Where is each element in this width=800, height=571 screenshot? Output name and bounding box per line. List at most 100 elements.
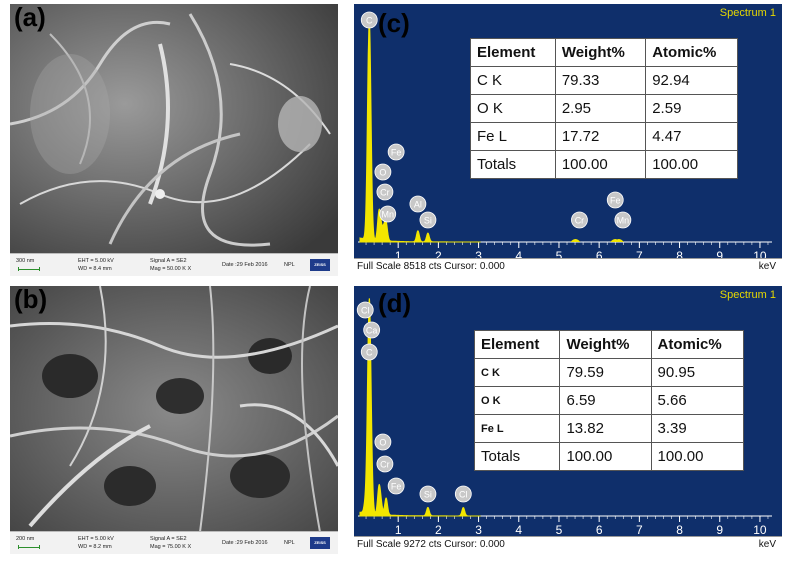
scale-label-b: 200 nm [16, 536, 35, 542]
table-cell: 100.00 [554, 150, 647, 179]
eht-b: EHT = 5.00 kV [78, 536, 114, 542]
peak-label-o: O [374, 163, 392, 181]
x-tick-label: 3 [475, 249, 482, 263]
table-cell: 100.00 [650, 442, 745, 471]
full-scale-readout-c: Full Scale 8518 cts Cursor: 0.000 [357, 261, 505, 272]
x-axis-label-d: keV [758, 539, 776, 550]
x-tick-label: 7 [636, 249, 643, 263]
x-tick-label: 9 [716, 523, 723, 537]
sem-info-bar-b: 200 nm EHT = 5.00 kV WD = 8.2 mm Signal … [10, 531, 338, 554]
svg-text:Cr: Cr [380, 460, 390, 470]
svg-text:O: O [379, 438, 386, 448]
table-row: O K 6.59 5.66 [473, 386, 745, 415]
table-header-row: Element Weight% Atomic% [473, 330, 745, 359]
table-cell: Totals [473, 442, 561, 471]
table-cell: 79.33 [554, 66, 647, 95]
table-header-cell: Atomic% [645, 38, 738, 67]
eds-spectrum-c: 1 2 3 4 5 6 7 8 9 10 C Fe O Cr Mn Al Si Cr Fe Mn Spectrum 1… [354, 4, 782, 276]
spectrum-footer-c: Full Scale 8518 cts Cursor: 0.000 keV [354, 258, 782, 276]
panel-label-d: (d) [378, 288, 412, 318]
peak-label-si: Si [419, 211, 437, 229]
table-cell: 100.00 [559, 442, 652, 471]
sem-micrograph-b [10, 286, 338, 532]
table-cell: 4.47 [645, 122, 738, 151]
svg-text:C: C [366, 16, 373, 26]
table-cell: O K [473, 386, 561, 415]
svg-text:Si: Si [424, 490, 432, 500]
svg-text:Fe: Fe [391, 482, 402, 492]
peak-label-fe: Fe [387, 477, 405, 495]
x-tick-label: 10 [753, 523, 767, 537]
x-tick-label: 5 [556, 523, 563, 537]
svg-text:Al: Al [414, 200, 422, 210]
x-tick-label: 1 [395, 523, 402, 537]
wd-b: WD = 8.2 mm [78, 544, 112, 550]
table-row: C K 79.59 90.95 [473, 358, 745, 387]
table-cell: 100.00 [645, 150, 738, 179]
svg-text:Cr: Cr [380, 188, 390, 198]
table-row: C K 79.33 92.94 [470, 66, 738, 95]
table-cell: C K [470, 66, 556, 95]
mag-a: Mag = 50.00 K X [150, 266, 192, 272]
peak-label-cl: Cl [356, 301, 374, 319]
table-header-cell: Weight% [559, 330, 652, 359]
x-tick-label: 6 [596, 249, 603, 263]
table-cell: 13.82 [559, 414, 652, 443]
table-cell: 5.66 [650, 386, 745, 415]
x-axis-label-c: keV [758, 261, 776, 272]
table-header-cell: Atomic% [650, 330, 745, 359]
table-cell: Fe L [473, 414, 561, 443]
signal-b: Signal A = SE2 [150, 536, 187, 542]
eds-plot-d: 1 2 3 4 5 6 7 8 9 10 Cl Ca C O Cr Fe Si Cl [356, 298, 772, 537]
svg-text:Fe: Fe [610, 196, 621, 206]
x-tick-label: 4 [515, 249, 522, 263]
sem-info-bar-a: 300 nm EHT = 5.00 kV WD = 8.4 mm Signal … [10, 253, 338, 276]
mag-b: Mag = 75.00 K X [150, 544, 192, 550]
table-row: O K 2.95 2.59 [470, 94, 738, 123]
peak-label-o: O [374, 433, 392, 451]
table-cell: 92.94 [645, 66, 738, 95]
table-header-row: Element Weight% Atomic% [470, 38, 738, 67]
date-a: Date :29 Feb 2016 [222, 262, 268, 268]
x-tick-label: 5 [556, 249, 563, 263]
svg-text:Cl: Cl [459, 490, 468, 500]
peak-label-mn: Mn [379, 205, 397, 223]
composition-table-c: Element Weight% Atomic% C K 79.33 92.94 … [470, 38, 738, 179]
peak-label-c: C [360, 343, 378, 361]
svg-text:Si: Si [424, 216, 432, 226]
x-tick-label: 6 [596, 523, 603, 537]
panel-label-c: (c) [378, 8, 410, 38]
table-header-cell: Element [470, 38, 556, 67]
x-tick-label: 3 [475, 523, 482, 537]
panel-label-b: (b) [14, 284, 48, 314]
svg-text:O: O [379, 168, 386, 178]
x-tick-label: 8 [676, 523, 683, 537]
table-cell: 3.39 [650, 414, 745, 443]
scale-label-a: 300 nm [16, 258, 35, 264]
table-row: Fe L 17.72 4.47 [470, 122, 738, 151]
x-tick-label: 2 [435, 523, 442, 537]
x-tick-label: 2 [435, 249, 442, 263]
panel-label-a: (a) [14, 2, 46, 32]
sem-image-a: 300 nm EHT = 5.00 kV WD = 8.4 mm Signal … [10, 4, 338, 276]
peak-label-si: Si [419, 485, 437, 503]
spectrum-footer-d: Full Scale 9272 cts Cursor: 0.000 keV [354, 536, 782, 554]
table-row: Fe L 13.82 3.39 [473, 414, 745, 443]
scale-bar-b [18, 545, 40, 549]
eht-a: EHT = 5.00 kV [78, 258, 114, 264]
peak-label-cl: Cl [454, 485, 472, 503]
svg-text:Cl: Cl [361, 306, 370, 316]
peak-label-cr: Cr [571, 211, 588, 229]
wd-a: WD = 8.4 mm [78, 266, 112, 272]
table-cell: Totals [470, 150, 556, 179]
table-cell: C K [473, 358, 561, 387]
table-header-cell: Element [473, 330, 561, 359]
table-cell: 90.95 [650, 358, 745, 387]
spectrum-trace [359, 298, 481, 517]
table-cell: 79.59 [559, 358, 652, 387]
x-tick-label: 9 [716, 249, 723, 263]
spectrum-title-c: Spectrum 1 [719, 7, 776, 19]
table-cell: O K [470, 94, 556, 123]
table-row: Totals 100.00 100.00 [473, 442, 745, 471]
